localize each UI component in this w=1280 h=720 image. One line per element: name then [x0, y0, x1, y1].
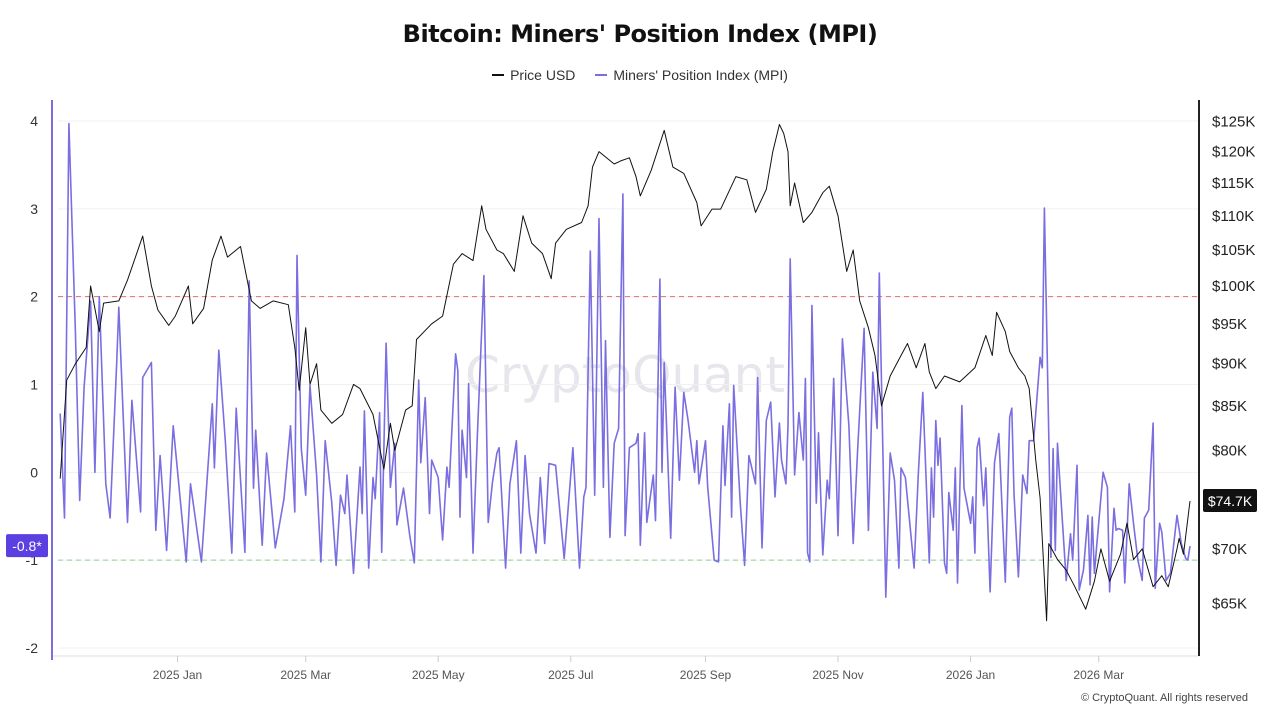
left-tick-label: 1	[30, 377, 38, 393]
x-tick-label: 2026 Mar	[1073, 668, 1124, 682]
price-last-value-badge	[1203, 488, 1257, 512]
right-tick-label: $90K	[1212, 356, 1247, 373]
chart-title: Bitcoin: Miners' Position Index (MPI)	[402, 20, 878, 48]
legend-item-mpi[interactable]: Miners' Position Index (MPI)	[595, 67, 788, 83]
right-tick-label: $115K	[1212, 175, 1254, 192]
price-series-line	[59, 124, 1191, 622]
legend-swatch-mpi	[595, 74, 608, 76]
right-tick-label: $125K	[1212, 114, 1255, 131]
right-tick-label: $80K	[1212, 442, 1247, 459]
right-tick-label: $65K	[1212, 595, 1247, 612]
legend: Price USD Miners' Position Index (MPI)	[0, 63, 1280, 83]
left-tick-label: 0	[30, 464, 38, 480]
left-tick-label: 3	[30, 201, 38, 217]
right-tick-label: $110K	[1212, 208, 1254, 225]
axis-labels: 43210-1-2$125K$120K$115K$110K$105K$100K$…	[6, 113, 1257, 682]
mpi-last-value-label: -0.8*	[12, 538, 42, 554]
series-lines	[59, 122, 1191, 622]
right-tick-label: $100K	[1212, 278, 1255, 295]
left-tick-label: 4	[30, 113, 38, 129]
x-tick-label: 2025 May	[412, 668, 465, 682]
legend-label-price: Price USD	[510, 67, 576, 83]
x-tick-label: 2025 Nov	[812, 668, 863, 682]
x-tick-label: 2025 Jul	[548, 668, 593, 682]
left-tick-label: -2	[26, 640, 39, 656]
copyright: © CryptoQuant. All rights reserved	[1080, 692, 1248, 704]
x-tick-label: 2025 Mar	[280, 668, 331, 682]
axes	[51, 100, 1200, 662]
legend-label-mpi: Miners' Position Index (MPI)	[613, 67, 788, 83]
right-tick-label: $105K	[1212, 242, 1255, 259]
mpi-last-value-badge	[6, 534, 48, 558]
gridlines	[58, 120, 1198, 649]
legend-item-price[interactable]: Price USD	[492, 67, 575, 83]
reference-lines	[58, 296, 1198, 561]
x-tick-label: 2025 Sep	[680, 668, 732, 682]
x-tick-label: 2025 Jan	[153, 668, 202, 682]
price-last-value-label: $74.7K	[1208, 493, 1253, 509]
left-tick-label: 2	[30, 289, 38, 305]
legend-swatch-price	[492, 74, 505, 76]
watermark: CryptoQuant	[465, 346, 785, 404]
right-tick-label: $95K	[1212, 316, 1247, 333]
right-tick-label: $120K	[1212, 144, 1255, 161]
right-tick-label: $85K	[1212, 398, 1247, 415]
mpi-series-line	[59, 122, 1191, 598]
right-tick-label: $70K	[1212, 541, 1247, 558]
x-tick-label: 2026 Jan	[946, 668, 995, 682]
